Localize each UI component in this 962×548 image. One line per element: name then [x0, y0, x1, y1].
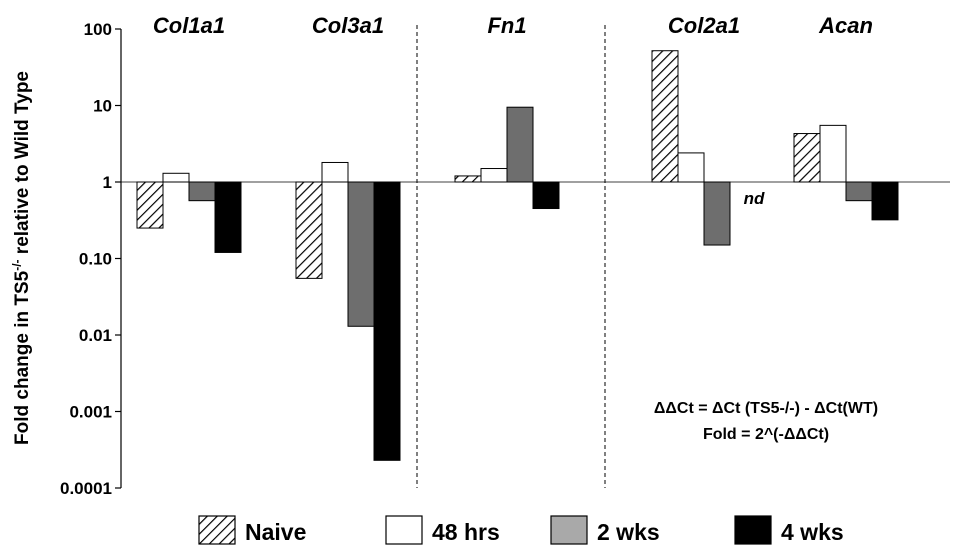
category-label: Acan	[818, 13, 873, 38]
bar-48-hrs-fn1	[480, 168, 508, 183]
category-label: Col2a1	[668, 13, 740, 38]
y-tick-label: 0.10	[79, 250, 112, 269]
bar-4-wks-col3a1	[373, 181, 401, 461]
y-axis-label: Fold change in TS5-/- relative to Wild T…	[10, 71, 33, 445]
y-tick-label: 100	[84, 20, 112, 39]
bar-2-wks-col2a1	[703, 181, 731, 246]
formula-line-1: ΔΔCt = ΔCt (TS5-/-) - ΔCt(WT)	[654, 400, 878, 417]
legend-swatch	[734, 515, 772, 545]
bar-4-wks-acan	[871, 181, 899, 221]
y-tick-label: 0.01	[79, 326, 112, 345]
bar-4-wks-col1a1	[214, 181, 242, 253]
y-tick-label: 0.001	[69, 403, 112, 422]
legend-label: 48 hrs	[432, 519, 500, 545]
legend-label: Naive	[245, 519, 306, 545]
legend-swatch	[550, 515, 588, 545]
bar-2-wks-fn1	[506, 106, 534, 183]
bar-48-hrs-col3a1	[321, 161, 349, 183]
bar-48-hrs-col2a1	[677, 152, 705, 183]
bar-naive-fn1	[454, 175, 482, 183]
y-tick-label: 0.0001	[60, 479, 112, 498]
legend-swatch	[385, 515, 423, 545]
bar-2-wks-col1a1	[188, 181, 216, 202]
bar-48-hrs-acan	[819, 124, 847, 183]
bar-naive-col2a1	[651, 50, 679, 183]
formula-line-2: Fold = 2^(-ΔΔCt)	[703, 426, 829, 443]
not-detected-annotation: nd	[744, 189, 765, 208]
bar-naive-acan	[793, 133, 821, 183]
bar-2-wks-col3a1	[347, 181, 375, 327]
y-tick-label: 1	[103, 173, 112, 192]
legend-label: 4 wks	[781, 519, 844, 545]
legend-swatch	[198, 515, 236, 545]
bar-48-hrs-col1a1	[162, 172, 190, 183]
legend: Naive 48 hrs 2 wks 4 wks	[198, 515, 844, 545]
category-labels: Col1a1 Col3a1 Fn1 Col2a1 Acan	[153, 13, 873, 38]
category-label: Col1a1	[153, 13, 225, 38]
bar-naive-col1a1	[136, 181, 164, 229]
category-label: Fn1	[487, 13, 526, 38]
bar-4-wks-fn1	[532, 181, 560, 210]
y-tick-label: 10	[93, 97, 112, 116]
bar-2-wks-acan	[845, 181, 873, 202]
category-label: Col3a1	[312, 13, 384, 38]
bars	[136, 50, 899, 461]
y-axis: 100 10 1 0.10 0.01 0.001 0.0001	[60, 20, 950, 498]
bar-naive-col3a1	[295, 181, 323, 279]
legend-label: 2 wks	[597, 519, 660, 545]
